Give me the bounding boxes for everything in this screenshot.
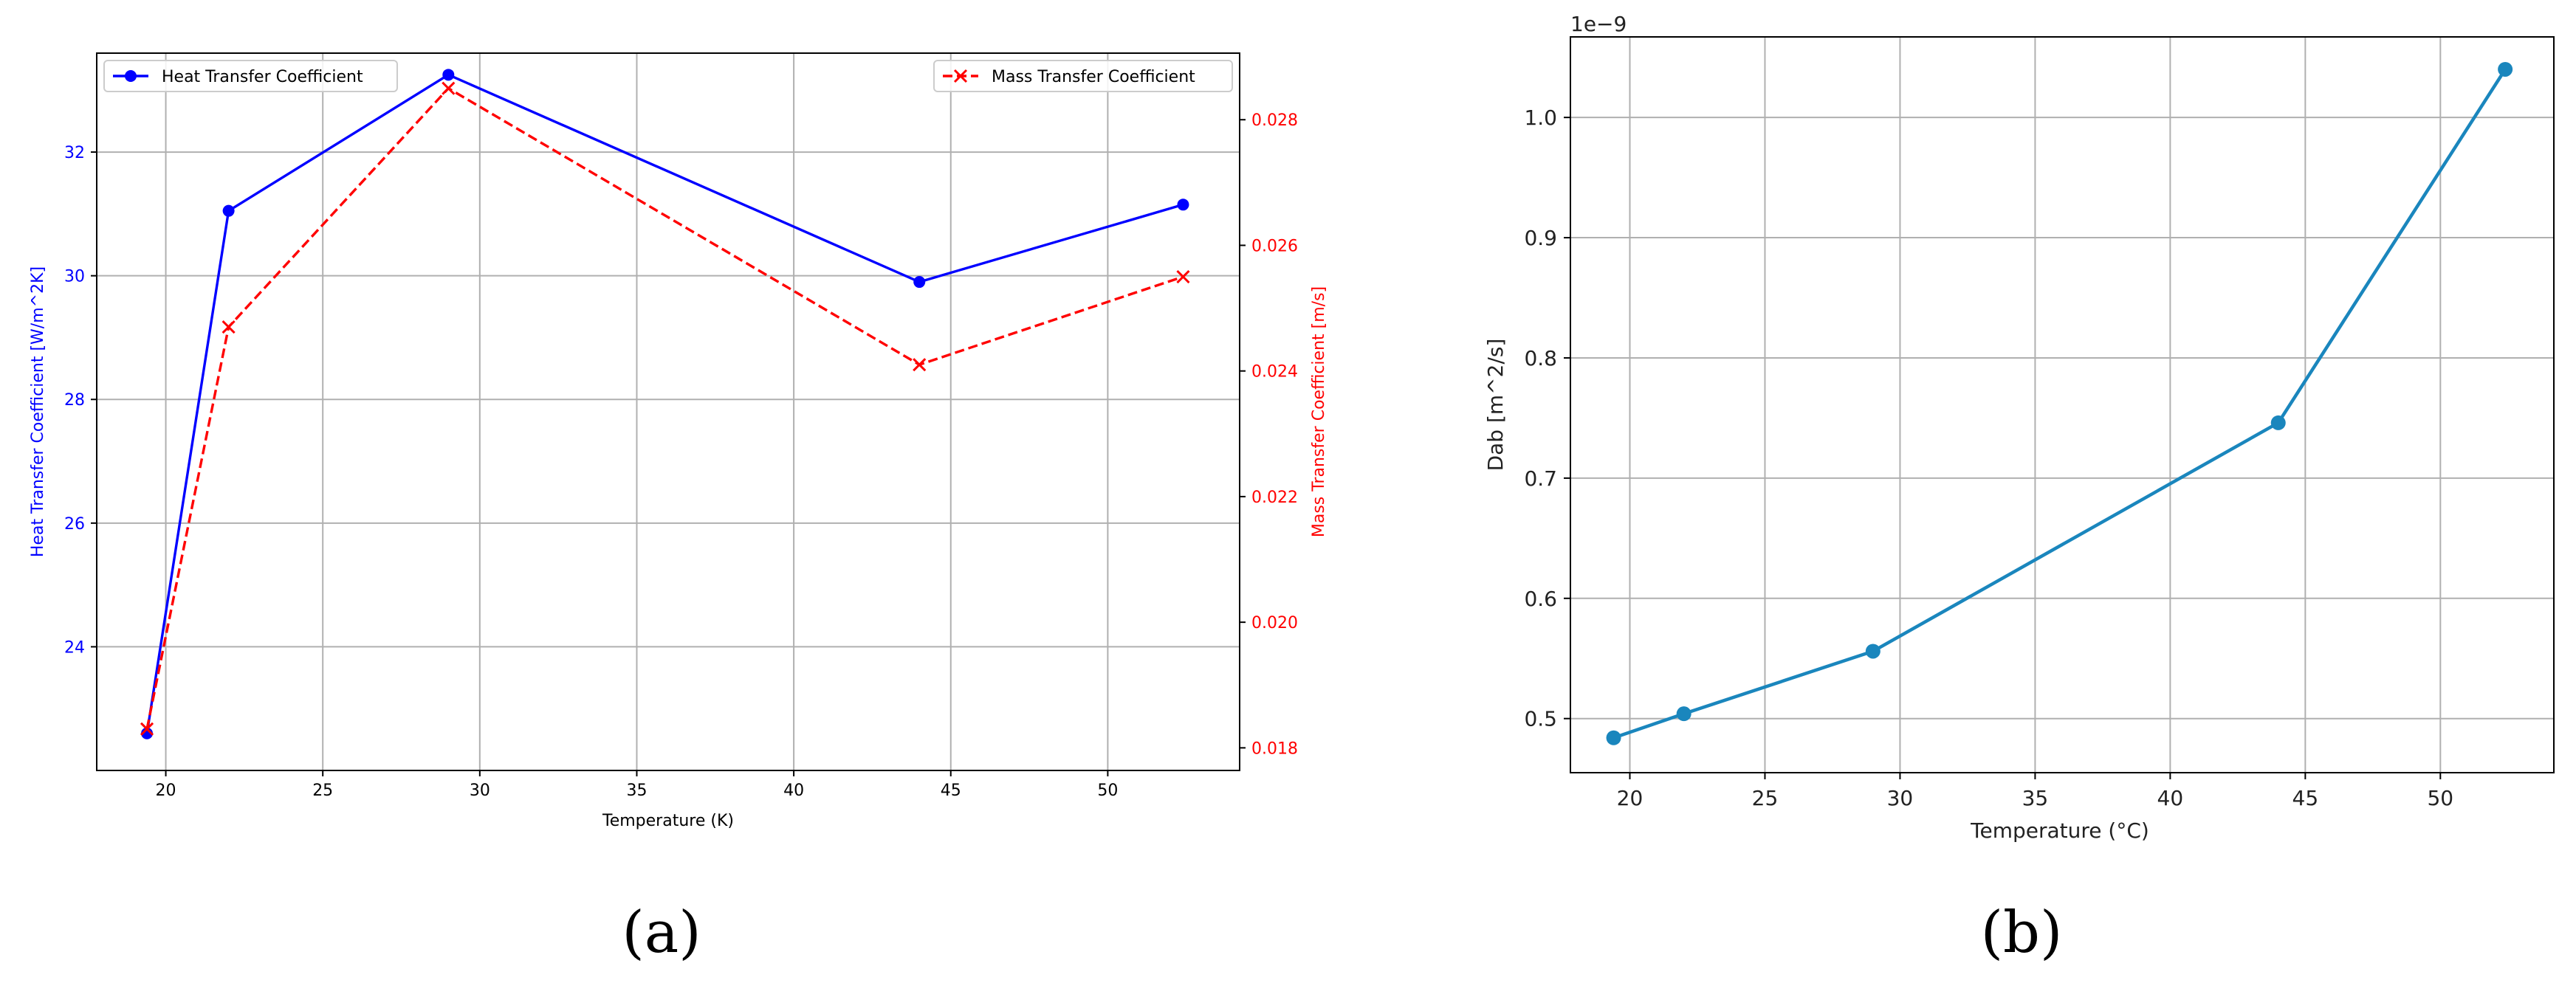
- x-axis-label-b: Temperature (°C): [1970, 818, 2149, 843]
- legend-swatch-marker: [125, 70, 137, 82]
- legend-label-heat: Heat Transfer Coefficient: [162, 68, 363, 86]
- y-tick-label-left: 30: [64, 268, 85, 286]
- x-tick-label: 50: [2427, 786, 2453, 810]
- data-point-mass: [140, 722, 154, 736]
- y-axis-label-right: Mass Transfer Coefficient [m/s]: [1310, 286, 1328, 537]
- legend-box: [103, 60, 398, 92]
- plot-frame-a: [96, 52, 1240, 771]
- data-point-mass: [913, 358, 927, 372]
- marker-stroke: [913, 358, 927, 372]
- y-tick-label: 0.8: [1524, 346, 1557, 370]
- data-point-mass: [1176, 269, 1190, 284]
- data-point-dab: [2498, 61, 2513, 77]
- legend-swatch-marker: [953, 69, 968, 83]
- data-point-heat: [222, 204, 235, 217]
- y-tick-label: 0.7: [1524, 466, 1557, 491]
- legend-box: [933, 60, 1233, 92]
- marker-stroke: [221, 320, 236, 334]
- y-tick-label-right: 0.022: [1251, 489, 1298, 507]
- plot-frame-b: [1570, 36, 2555, 773]
- y-axis-label-b: Dab [m^2/s]: [1483, 339, 1508, 472]
- legend-label-mass: Mass Transfer Coefficient: [992, 68, 1195, 86]
- series-line-mass: [145, 86, 1184, 730]
- y-tick-label-right: 0.026: [1251, 237, 1298, 255]
- legend-heat: Heat Transfer Coefficient: [103, 60, 398, 92]
- y-tick-label-right: 0.020: [1251, 614, 1298, 632]
- x-tick-label: 30: [1887, 786, 1914, 810]
- data-point-dab: [1606, 730, 1621, 745]
- data-point-dab: [2270, 415, 2286, 430]
- x-tick-label: 20: [156, 782, 176, 800]
- x-tick-label: 35: [626, 782, 647, 800]
- y-tick-label: 0.9: [1524, 226, 1557, 250]
- series-line-dab: [1612, 68, 2507, 739]
- x-tick-label: 25: [312, 782, 333, 800]
- y-tick-label-right: 0.024: [1251, 363, 1298, 382]
- x-tick-label: 30: [470, 782, 490, 800]
- y-tick-label: 1.0: [1524, 106, 1557, 130]
- legend-mass: Mass Transfer Coefficient: [933, 60, 1233, 92]
- data-point-heat: [1177, 199, 1189, 211]
- series-line-heat: [145, 73, 1184, 734]
- data-point-mass: [442, 81, 456, 95]
- panel-label-b: (b): [1981, 900, 2063, 966]
- y-tick-label-right: 0.018: [1251, 739, 1298, 758]
- x-tick-label: 45: [2292, 786, 2319, 810]
- x-tick-label: 20: [1617, 786, 1644, 810]
- data-point-dab: [1865, 644, 1881, 659]
- data-point-mass: [221, 320, 236, 334]
- data-point-dab: [1676, 706, 1691, 722]
- marker-stroke: [140, 722, 154, 736]
- y-tick-label-left: 24: [64, 638, 85, 657]
- x-tick-label: 40: [783, 782, 804, 800]
- y-tick-label-left: 32: [64, 144, 85, 162]
- y-tick-label: 0.5: [1524, 707, 1557, 731]
- y-tick-label-left: 26: [64, 515, 85, 534]
- data-point-heat: [442, 69, 455, 81]
- marker-stroke: [442, 81, 456, 95]
- y-tick-label: 0.6: [1524, 587, 1557, 611]
- y-offset-label: 1e−9: [1570, 12, 1627, 36]
- x-tick-label: 35: [2022, 786, 2049, 810]
- data-point-heat: [913, 276, 926, 289]
- x-tick-label: 45: [941, 782, 961, 800]
- y-axis-label-left: Heat Transfer Coefficient [W/m^2K]: [29, 266, 47, 557]
- x-tick-label: 25: [1752, 786, 1779, 810]
- panel-label-a: (a): [622, 900, 701, 966]
- marker-stroke: [1176, 269, 1190, 284]
- x-tick-label: 50: [1097, 782, 1118, 800]
- x-tick-label: 40: [2157, 786, 2184, 810]
- y-tick-label-left: 28: [64, 391, 85, 410]
- y-tick-label-right: 0.028: [1251, 111, 1298, 130]
- x-axis-label-a: Temperature (K): [602, 812, 734, 830]
